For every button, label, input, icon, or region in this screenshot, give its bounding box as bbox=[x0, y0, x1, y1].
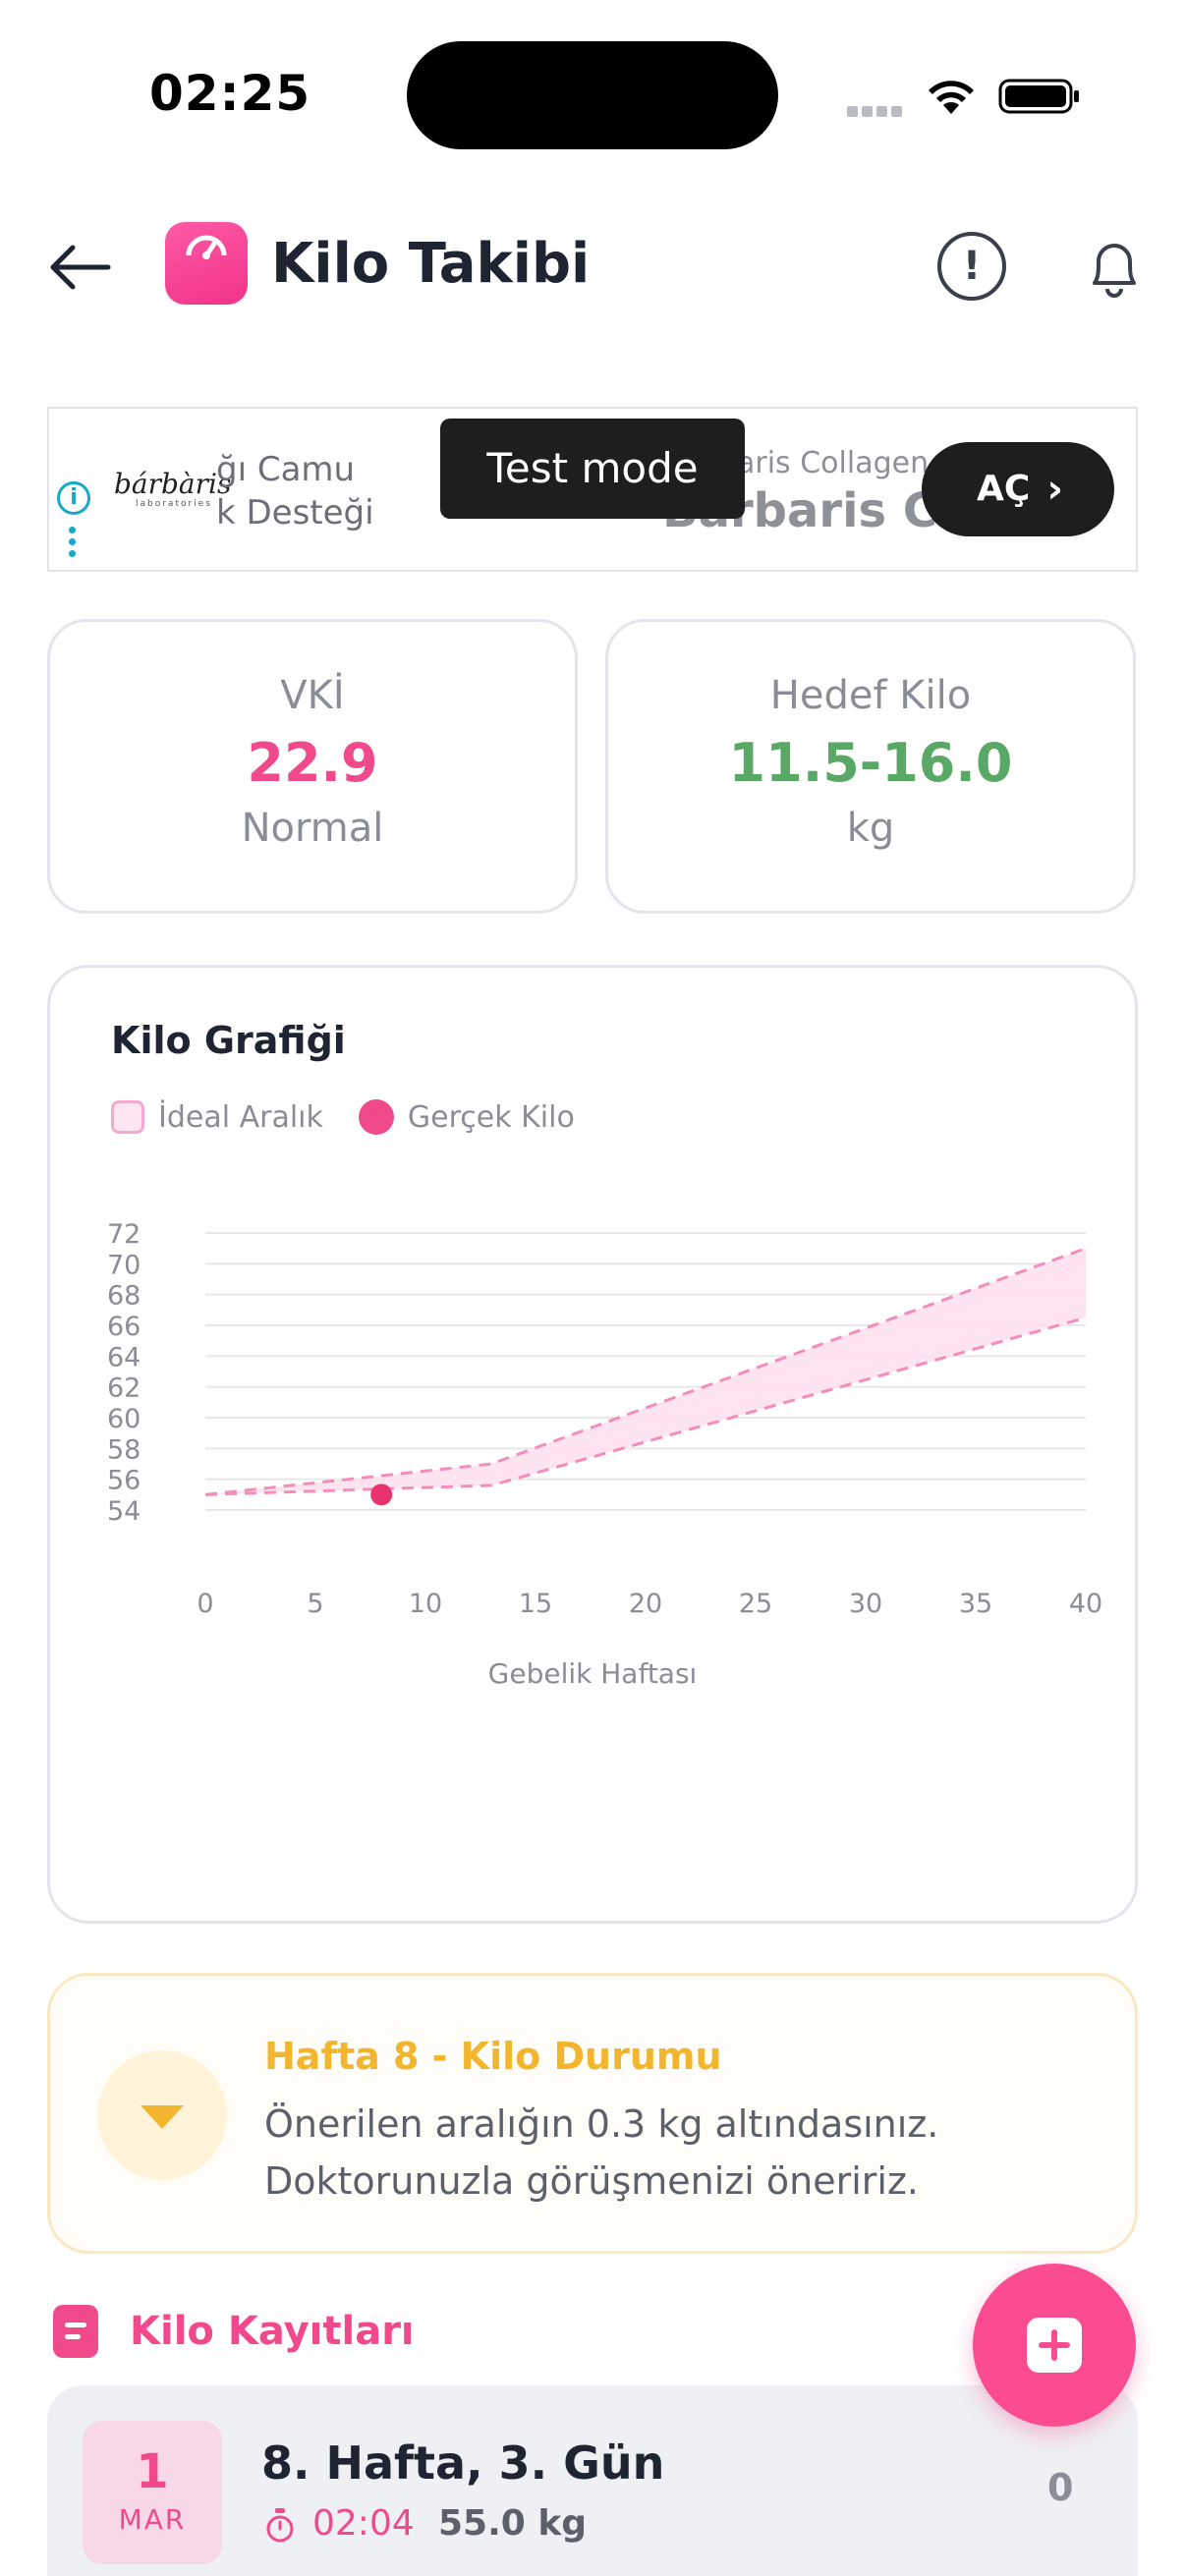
bmi-label: VKİ bbox=[280, 673, 345, 718]
ad-brand-logo: bárbàris bbox=[114, 468, 232, 500]
ideal-range-lower-line bbox=[204, 1316, 1087, 1496]
bell-icon[interactable] bbox=[1081, 232, 1148, 303]
ad-open-button[interactable]: AÇ › bbox=[922, 442, 1114, 536]
target-weight-unit: kg bbox=[846, 806, 895, 851]
x-tick-label: 40 bbox=[1069, 1589, 1102, 1619]
x-tick-label: 15 bbox=[519, 1589, 552, 1619]
page-title: Kilo Takibi bbox=[271, 232, 591, 296]
record-weight: 55.0 kg bbox=[438, 2503, 588, 2544]
ad-options-icon[interactable] bbox=[69, 527, 77, 562]
y-tick-label: 64 bbox=[107, 1342, 141, 1372]
y-tick-label: 60 bbox=[107, 1404, 141, 1434]
legend-actual-swatch bbox=[358, 1099, 394, 1135]
ad-text-left: ğı Camu k Desteği bbox=[216, 450, 374, 532]
y-tick-label: 66 bbox=[107, 1312, 141, 1342]
x-tick-label: 30 bbox=[849, 1589, 882, 1619]
battery-icon bbox=[998, 79, 1079, 114]
y-tick-label: 70 bbox=[107, 1250, 141, 1280]
add-record-button[interactable] bbox=[973, 2264, 1136, 2427]
ideal-range-area bbox=[205, 1248, 1086, 1495]
legend-ideal-swatch bbox=[111, 1100, 144, 1134]
record-title: 8. Hafta, 3. Gün bbox=[261, 2436, 665, 2490]
x-axis-label: Gebelik Haftası bbox=[488, 1657, 698, 1690]
x-tick-label: 10 bbox=[409, 1589, 442, 1619]
y-tick-label: 72 bbox=[107, 1219, 141, 1250]
legend-ideal-label: İdeal Aralık bbox=[158, 1099, 323, 1135]
stopwatch-icon bbox=[266, 2508, 294, 2543]
scale-logo-icon bbox=[165, 222, 248, 305]
weight-status-card: Hafta 8 - Kilo Durumu Önerilen aralığın … bbox=[47, 1973, 1138, 2254]
y-tick-label: 62 bbox=[107, 1373, 141, 1404]
x-tick-label: 25 bbox=[739, 1589, 772, 1619]
status-bar-time: 02:25 bbox=[149, 65, 311, 122]
record-count: 0 bbox=[1047, 2466, 1074, 2509]
cellular-signal-icon bbox=[847, 102, 906, 121]
test-mode-label: Test mode bbox=[440, 419, 745, 519]
ad-info-icon[interactable]: i bbox=[57, 481, 90, 515]
bmi-category: Normal bbox=[241, 806, 384, 851]
y-tick-label: 54 bbox=[107, 1496, 141, 1527]
ad-brand-sub: laboratories bbox=[136, 499, 212, 509]
x-tick-label: 0 bbox=[197, 1589, 213, 1619]
target-weight-value: 11.5-16.0 bbox=[728, 732, 1013, 794]
dynamic-island bbox=[407, 41, 778, 149]
record-time: 02:04 bbox=[312, 2503, 415, 2544]
y-tick-label: 56 bbox=[107, 1466, 141, 1496]
chevron-down-icon[interactable] bbox=[97, 2050, 227, 2180]
status-title: Hafta 8 - Kilo Durumu bbox=[264, 2035, 722, 2078]
record-date: 1 MAR bbox=[83, 2421, 222, 2564]
status-message: Önerilen aralığın 0.3 kg altındasınız. D… bbox=[264, 2102, 939, 2203]
bmi-value: 22.9 bbox=[247, 732, 378, 794]
ad-text-right-small: aris Collagen bbox=[737, 446, 930, 480]
x-tick-label: 5 bbox=[307, 1589, 323, 1619]
x-tick-label: 35 bbox=[959, 1589, 992, 1619]
records-section-title: Kilo Kayıtları bbox=[130, 2309, 415, 2354]
chart-title: Kilo Grafiği bbox=[111, 1019, 346, 1062]
actual-weight-point bbox=[370, 1484, 393, 1506]
bmi-card: VKİ 22.9 Normal bbox=[47, 619, 578, 914]
x-tick-label: 20 bbox=[629, 1589, 662, 1619]
wifi-icon bbox=[929, 81, 974, 114]
back-arrow-icon[interactable] bbox=[45, 232, 116, 303]
ideal-range-upper-line bbox=[204, 1247, 1087, 1496]
y-tick-label: 68 bbox=[107, 1281, 141, 1312]
record-item[interactable]: 1 MAR 8. Hafta, 3. Gün 02:04 55.0 kg 0 bbox=[47, 2385, 1138, 2576]
chevron-right-icon: › bbox=[1046, 467, 1063, 512]
plus-icon bbox=[1027, 2318, 1082, 2373]
chart-legend: İdeal Aralık Gerçek Kilo bbox=[111, 1099, 575, 1135]
weight-chart-card: Kilo Grafiği İdeal Aralık Gerçek Kilo 54… bbox=[47, 965, 1138, 1924]
target-weight-label: Hedef Kilo bbox=[769, 673, 972, 718]
document-icon bbox=[53, 2305, 98, 2358]
info-exclamation-icon[interactable]: ! bbox=[937, 232, 1006, 301]
legend-actual-label: Gerçek Kilo bbox=[407, 1099, 575, 1135]
target-weight-card: Hedef Kilo 11.5-16.0 kg bbox=[605, 619, 1136, 914]
y-tick-label: 58 bbox=[107, 1434, 141, 1465]
